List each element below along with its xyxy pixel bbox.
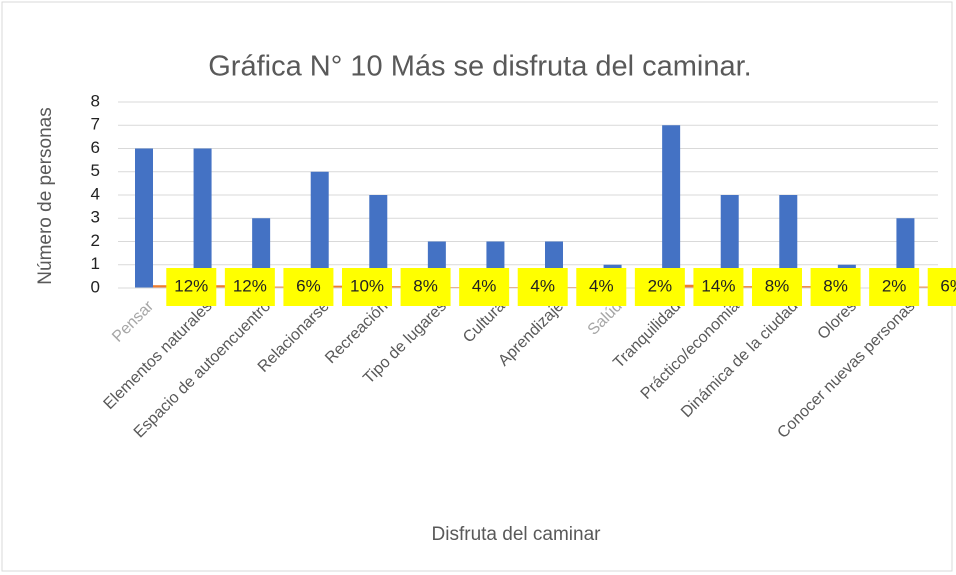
data-label-box [342,268,392,306]
data-label: 10% [350,276,384,295]
bar [738,286,757,288]
bar [135,148,153,288]
bar [680,284,699,288]
data-label-box [400,268,451,306]
y-tick-label: 4 [91,184,100,203]
chart-title: Gráfica N° 10 Más se disfruta del camina… [208,51,751,83]
bar [369,195,388,288]
x-axis-title: Disfruta del caminar [432,524,602,545]
bar [310,171,329,288]
bar [914,286,933,288]
data-label: 12% [233,276,267,295]
bar [797,286,816,288]
data-label-box [459,268,510,306]
bar [387,286,406,288]
y-axis-title: Número de personas [35,107,56,284]
data-label: 14% [701,276,735,295]
data-label-box [693,268,744,306]
data-label: 8% [413,276,438,295]
data-label-box [634,268,685,306]
data-label: 8% [823,276,848,295]
data-label: 4% [472,276,497,295]
y-tick-label: 0 [91,277,100,296]
data-label: 6% [296,276,321,295]
y-tick-label: 3 [91,208,100,227]
data-label-box [869,268,920,306]
data-label-box [810,268,861,306]
data-label: 12% [174,276,208,295]
data-label-box [283,268,334,306]
bar [662,125,681,288]
data-label-box [927,268,956,306]
data-label-box [517,268,568,306]
y-tick-label: 6 [91,138,100,157]
bar [270,286,289,288]
y-tick-label: 7 [91,115,100,134]
data-label: 8% [765,276,790,295]
data-label-box [576,268,627,306]
bar [193,148,212,288]
bar [720,195,739,288]
y-tick-label: 5 [91,161,100,180]
data-label: 4% [589,276,614,295]
y-tick-label: 8 [91,91,100,110]
bar [153,285,171,288]
bar [211,285,230,288]
y-tick-label: 1 [91,254,100,273]
data-label-box [224,268,275,306]
data-label: 2% [648,276,673,295]
bar [779,195,798,288]
data-label-box [752,268,802,306]
y-tick-label: 2 [91,231,100,250]
data-label: 4% [530,276,555,295]
data-label: 2% [882,276,907,295]
bar [328,285,347,288]
data-label-box [166,268,217,306]
data-label: 6% [940,276,956,295]
